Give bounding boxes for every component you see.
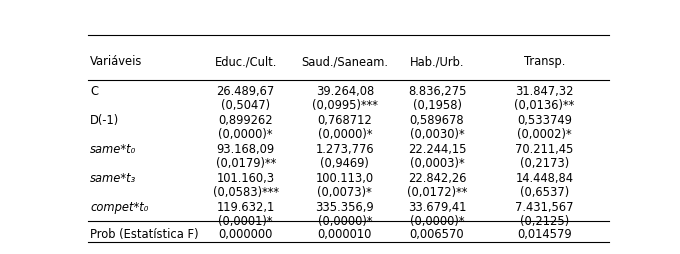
Text: 0,000010: 0,000010	[318, 227, 372, 240]
Text: (0,0583)***: (0,0583)***	[213, 185, 279, 198]
Text: 7.431,567: 7.431,567	[515, 200, 574, 213]
Text: (0,5047): (0,5047)	[221, 98, 270, 111]
Text: 22.244,15: 22.244,15	[408, 142, 466, 155]
Text: 0,000000: 0,000000	[218, 227, 273, 240]
Text: (0,0000)*: (0,0000)*	[410, 214, 464, 227]
Text: 8.836,275: 8.836,275	[408, 84, 466, 97]
Text: D(-1): D(-1)	[90, 114, 120, 127]
Text: (0,0073)*: (0,0073)*	[318, 185, 372, 198]
Text: (0,0995)***: (0,0995)***	[312, 98, 378, 111]
Text: Transp.: Transp.	[524, 55, 565, 68]
Text: (0,0000)*: (0,0000)*	[318, 127, 372, 140]
Text: (0,2173): (0,2173)	[520, 156, 569, 169]
Text: 335.356,9: 335.356,9	[316, 200, 374, 213]
Text: (0,1958): (0,1958)	[413, 98, 462, 111]
Text: 70.211,45: 70.211,45	[515, 142, 574, 155]
Text: 14.448,84: 14.448,84	[515, 171, 573, 184]
Text: Hab./Urb.: Hab./Urb.	[410, 55, 464, 68]
Text: Prob (Estatística F): Prob (Estatística F)	[90, 227, 199, 240]
Text: 0,768712: 0,768712	[318, 113, 372, 126]
Text: 22.842,26: 22.842,26	[408, 171, 466, 184]
Text: 93.168,09: 93.168,09	[217, 142, 275, 155]
Text: (0,0002)*: (0,0002)*	[517, 127, 572, 140]
Text: 100.113,0: 100.113,0	[316, 171, 374, 184]
Text: (0,0172)**: (0,0172)**	[407, 185, 467, 198]
Text: C: C	[90, 85, 99, 98]
Text: (0,0179)**: (0,0179)**	[216, 156, 276, 169]
Text: Variáveis: Variáveis	[90, 55, 143, 68]
Text: 0,014579: 0,014579	[517, 227, 572, 240]
Text: same*t₀: same*t₀	[90, 143, 137, 156]
Text: 39.264,08: 39.264,08	[316, 84, 374, 97]
Text: (0,0030)*: (0,0030)*	[410, 127, 464, 140]
Text: Saud./Saneam.: Saud./Saneam.	[301, 55, 388, 68]
Text: 0,899262: 0,899262	[218, 113, 273, 126]
Text: (0,0136)**: (0,0136)**	[514, 98, 575, 111]
Text: 1.273,776: 1.273,776	[316, 142, 374, 155]
Text: (0,9469): (0,9469)	[320, 156, 369, 169]
Text: 101.160,3: 101.160,3	[217, 171, 275, 184]
Text: (0,0000)*: (0,0000)*	[218, 127, 273, 140]
Text: 119.632,1: 119.632,1	[217, 200, 275, 213]
Text: (0,0003)*: (0,0003)*	[410, 156, 464, 169]
Text: 33.679,41: 33.679,41	[408, 200, 466, 213]
Text: 0,533749: 0,533749	[517, 113, 572, 126]
Text: (0,6537): (0,6537)	[520, 185, 569, 198]
Text: compet*t₀: compet*t₀	[90, 201, 149, 214]
Text: 31.847,32: 31.847,32	[515, 84, 574, 97]
Text: 26.489,67: 26.489,67	[217, 84, 275, 97]
Text: 0,006570: 0,006570	[410, 227, 464, 240]
Text: (0,0000)*: (0,0000)*	[318, 214, 372, 227]
Text: 0,589678: 0,589678	[410, 113, 464, 126]
Text: Educ./Cult.: Educ./Cult.	[215, 55, 277, 68]
Text: (0,0001)*: (0,0001)*	[218, 214, 273, 227]
Text: same*t₃: same*t₃	[90, 172, 137, 185]
Text: (0,2125): (0,2125)	[520, 214, 569, 227]
